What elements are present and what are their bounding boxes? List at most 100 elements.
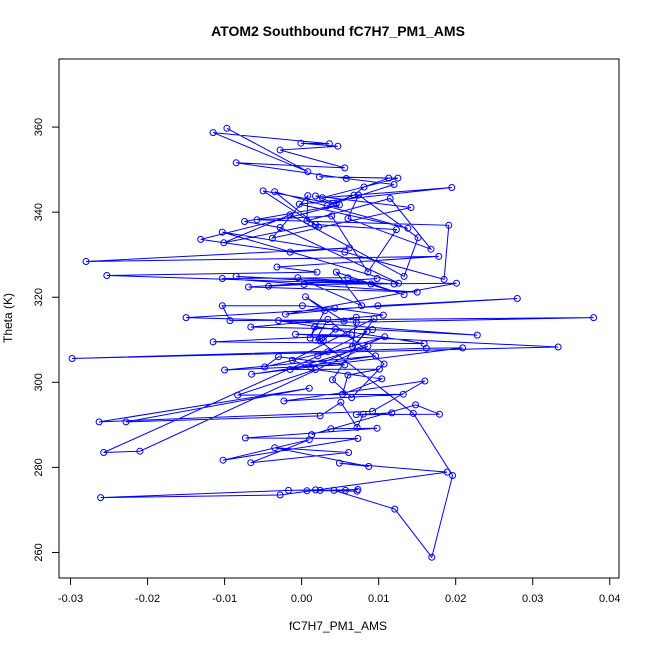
- data-point: [443, 468, 451, 476]
- data-point: [312, 486, 319, 494]
- data-point: [348, 394, 356, 402]
- data-point: [373, 275, 381, 282]
- data-point: [241, 434, 249, 442]
- data-point: [332, 200, 340, 208]
- data-point: [276, 491, 284, 499]
- data-point: [136, 447, 144, 455]
- data-point: [286, 248, 294, 256]
- chart-title: ATOM2 Southbound fC7H7_PM1_AMS: [211, 23, 465, 39]
- data-point: [247, 323, 255, 331]
- y-tick-label: 360: [33, 118, 45, 136]
- data-point: [327, 425, 335, 433]
- data-point: [218, 275, 226, 282]
- data-point: [325, 140, 333, 148]
- data-point: [390, 181, 398, 188]
- data-point: [314, 352, 322, 360]
- data-point: [352, 411, 360, 419]
- data-point: [349, 343, 356, 351]
- data-point: [421, 377, 429, 385]
- data-point: [369, 407, 376, 415]
- y-axis-label: Theta (K): [1, 293, 15, 343]
- data-point: [312, 336, 319, 344]
- data-point: [68, 355, 76, 362]
- data-point: [103, 272, 111, 279]
- data-point: [440, 275, 448, 283]
- data-point: [363, 327, 371, 335]
- y-tick-label: 320: [33, 288, 45, 306]
- data-point: [391, 505, 399, 513]
- data-point: [261, 363, 269, 371]
- data-point: [412, 401, 420, 409]
- data-point: [282, 310, 289, 318]
- data-point: [513, 295, 521, 302]
- data-point: [292, 330, 299, 338]
- x-tick-label: -0.02: [135, 593, 160, 605]
- data-point: [449, 472, 457, 479]
- data-point: [268, 234, 276, 242]
- data-point: [316, 486, 324, 494]
- data-point: [271, 188, 279, 196]
- data-point: [286, 366, 294, 373]
- data-point: [379, 311, 387, 319]
- data-point: [473, 331, 481, 339]
- data-point: [219, 456, 227, 464]
- data-point: [352, 318, 360, 326]
- data-point: [344, 274, 352, 282]
- data-point: [331, 304, 339, 312]
- x-tick-label: 0.01: [368, 593, 389, 605]
- x-axis: -0.03 -0.02 -0.01 0.00 0.01 0.02 0.03 0.04: [58, 577, 620, 605]
- data-point: [182, 314, 190, 322]
- data-point: [590, 314, 598, 322]
- data-point: [386, 195, 394, 202]
- data-point: [344, 371, 352, 379]
- data-point: [324, 348, 332, 356]
- data-point: [459, 344, 467, 352]
- y-tick-label: 300: [33, 373, 45, 391]
- data-point: [275, 317, 282, 325]
- data-point: [305, 384, 313, 392]
- data-point: [218, 302, 226, 310]
- data-point: [345, 449, 353, 456]
- data-point: [345, 244, 353, 252]
- data-point: [378, 375, 386, 383]
- data-point: [253, 216, 261, 224]
- data-point: [218, 228, 226, 236]
- data-point: [298, 302, 306, 310]
- data-point: [318, 335, 326, 342]
- y-tick-label: 340: [33, 203, 45, 221]
- x-tick-label: -0.03: [58, 593, 83, 605]
- data-point: [342, 175, 350, 182]
- data-point: [395, 279, 403, 287]
- data-point: [414, 234, 422, 242]
- data-point: [332, 268, 340, 276]
- data-point: [364, 268, 372, 276]
- data-point: [358, 302, 366, 310]
- data-point: [341, 361, 349, 369]
- data-point: [352, 313, 360, 321]
- data-point: [350, 191, 358, 199]
- data-point: [232, 272, 240, 280]
- data-point: [407, 204, 415, 211]
- data-point: [445, 221, 453, 229]
- data-point: [302, 293, 309, 301]
- x-tick-label: -0.01: [212, 593, 237, 605]
- data-point: [330, 486, 338, 494]
- data-point: [300, 281, 308, 288]
- data-point: [355, 191, 363, 199]
- data-point: [295, 200, 303, 208]
- x-tick-label: 0.00: [291, 593, 312, 605]
- data-point: [388, 409, 396, 417]
- data-point: [82, 258, 90, 265]
- data-point: [341, 164, 349, 172]
- data-point: [321, 307, 329, 315]
- x-tick-label: 0.03: [522, 593, 543, 605]
- data-point: [303, 217, 311, 225]
- data-point: [241, 218, 249, 225]
- data-point: [392, 226, 400, 234]
- data-point: [315, 173, 323, 181]
- data-point: [259, 187, 267, 195]
- data-point: [318, 194, 326, 202]
- data-point: [285, 486, 292, 494]
- data-point: [248, 370, 256, 378]
- data-point: [312, 192, 319, 200]
